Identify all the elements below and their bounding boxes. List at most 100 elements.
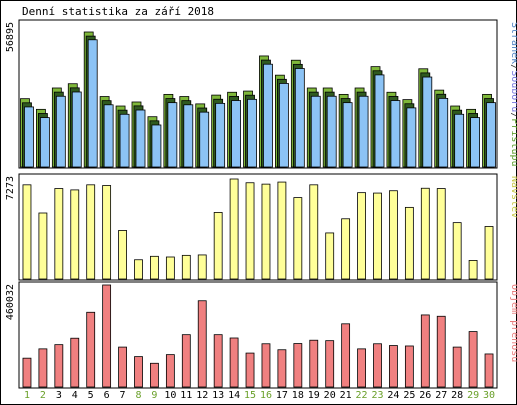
bar-stránek-day-22 <box>358 95 369 168</box>
bar-návštěv-day-19 <box>309 184 319 280</box>
x-tick-label-day-26: 26 <box>419 390 431 401</box>
bar-návštěv-day-14 <box>229 178 239 280</box>
bar-stránek-day-25 <box>406 107 417 168</box>
bar-návštěv-day-17 <box>277 181 287 280</box>
bar-stránek-day-15 <box>247 98 257 168</box>
legend-middle: Návštěv <box>509 176 517 218</box>
bar-stránek-day-24 <box>390 100 401 168</box>
legend-bottom: Objem přenosu <box>509 284 517 362</box>
x-tick-label-day-9: 9 <box>151 390 157 401</box>
legend-entry: / <box>509 112 517 118</box>
bar-stránek-day-19 <box>310 95 321 168</box>
bars-top <box>20 31 496 168</box>
bar-návštěv-day-5 <box>86 184 96 280</box>
bar-objem-přenosu-day-28 <box>452 346 462 388</box>
bar-objem-přenosu-day-20 <box>325 340 335 388</box>
bar-stránek-day-28 <box>454 113 465 168</box>
panel-frame <box>18 19 498 169</box>
bar-stránek-day-4 <box>71 91 82 168</box>
bar-návštěv-day-23 <box>373 192 382 280</box>
bar-objem-přenosu-day-24 <box>389 345 398 388</box>
x-tick-label-day-11: 11 <box>180 390 192 401</box>
bar-objem-přenosu-day-1 <box>22 357 32 388</box>
bar-stránek-day-6 <box>103 104 114 168</box>
panel-middle: 7273 Návštěv <box>5 173 517 281</box>
bar-objem-přenosu-day-4 <box>70 337 80 388</box>
bar-stránek-day-20 <box>326 95 337 168</box>
bar-návštěv-day-3 <box>54 188 64 280</box>
legend-entry: Přístupů <box>509 118 517 166</box>
bar-stránek-day-7 <box>119 113 130 168</box>
bar-objem-přenosu-day-16 <box>261 343 271 388</box>
x-tick-label-day-30: 30 <box>483 390 495 401</box>
bar-objem-přenosu-day-10 <box>165 354 175 388</box>
bar-stránek-day-18 <box>294 68 305 168</box>
bar-objem-přenosu-day-17 <box>277 349 287 388</box>
bar-objem-přenosu-day-13 <box>213 334 223 388</box>
bar-stránek-day-17 <box>278 83 289 168</box>
bar-stránek-day-2 <box>40 117 50 168</box>
y-axis-max-label: 460032 <box>5 284 16 320</box>
bar-stránek-day-14 <box>231 100 242 168</box>
bar-návštěv-day-27 <box>436 188 446 280</box>
bar-návštěv-day-9 <box>150 255 159 280</box>
bar-návštěv-day-12 <box>197 254 207 280</box>
bar-objem-přenosu-day-30 <box>484 353 494 388</box>
x-tick-label-day-17: 17 <box>276 390 288 401</box>
bar-objem-přenosu-day-9 <box>150 362 159 388</box>
bar-návštěv-day-22 <box>357 192 366 280</box>
bars-middle <box>22 178 494 280</box>
bar-návštěv-day-20 <box>325 232 335 280</box>
x-tick-label-day-25: 25 <box>403 390 415 401</box>
bar-návštěv-day-4 <box>70 189 80 280</box>
bar-návštěv-day-10 <box>165 256 175 280</box>
legend-entry: / <box>509 64 517 70</box>
x-tick-label-day-16: 16 <box>260 390 272 401</box>
bar-stránek-day-9 <box>151 124 162 168</box>
bar-objem-přenosu-day-27 <box>436 315 446 388</box>
bar-návštěv-day-21 <box>341 218 351 280</box>
bar-návštěv-day-1 <box>22 184 32 280</box>
x-tick-label-day-15: 15 <box>244 390 256 401</box>
bar-objem-přenosu-day-2 <box>38 348 48 388</box>
x-tick-label-day-28: 28 <box>451 390 463 401</box>
x-tick-label-day-27: 27 <box>435 390 447 401</box>
x-tick-label-day-7: 7 <box>120 390 126 401</box>
x-tick-label-day-13: 13 <box>212 390 224 401</box>
bar-návštěv-day-11 <box>181 254 191 280</box>
bar-objem-přenosu-day-6 <box>102 284 112 388</box>
bar-návštěv-day-7 <box>118 230 127 280</box>
bar-návštěv-day-13 <box>213 212 223 280</box>
bar-návštěv-day-29 <box>468 260 478 280</box>
x-tick-label-day-20: 20 <box>324 390 336 401</box>
bar-návštěv-day-15 <box>245 182 255 280</box>
bar-objem-přenosu-day-18 <box>293 343 303 388</box>
bar-stránek-day-13 <box>215 102 226 168</box>
bar-objem-přenosu-day-5 <box>86 311 96 388</box>
legend-entry: Návštěv <box>509 176 517 218</box>
panel-bottom: 460032 Objem přenosu <box>5 281 517 389</box>
y-axis-max-label: 7273 <box>5 176 16 200</box>
bar-stránek-day-8 <box>135 109 146 168</box>
bar-objem-přenosu-day-29 <box>468 331 478 388</box>
x-tick-label-day-8: 8 <box>135 390 141 401</box>
bar-objem-přenosu-day-7 <box>118 346 127 388</box>
x-tick-label-day-14: 14 <box>228 390 240 401</box>
bar-objem-přenosu-day-12 <box>197 300 207 388</box>
panel-frame <box>18 281 498 389</box>
bar-stránek-day-27 <box>438 97 449 168</box>
chart-title: Denní statistika za září 2018 <box>22 5 214 18</box>
bar-návštěv-day-18 <box>293 197 303 280</box>
bar-návštěv-day-16 <box>261 183 271 280</box>
bar-stránek-day-23 <box>374 74 385 168</box>
bar-stránek-day-11 <box>183 104 194 168</box>
x-tick-label-day-21: 21 <box>340 390 352 401</box>
bar-objem-přenosu-day-11 <box>181 334 191 388</box>
bar-stránek-day-16 <box>263 63 273 168</box>
legend-entry: Stránek <box>509 22 517 64</box>
bar-návštěv-day-6 <box>102 185 112 280</box>
legend-entry: Souborů <box>509 70 517 112</box>
bar-návštěv-day-24 <box>389 190 398 280</box>
x-tick-label-day-24: 24 <box>387 390 399 401</box>
bar-návštěv-day-8 <box>134 259 143 280</box>
